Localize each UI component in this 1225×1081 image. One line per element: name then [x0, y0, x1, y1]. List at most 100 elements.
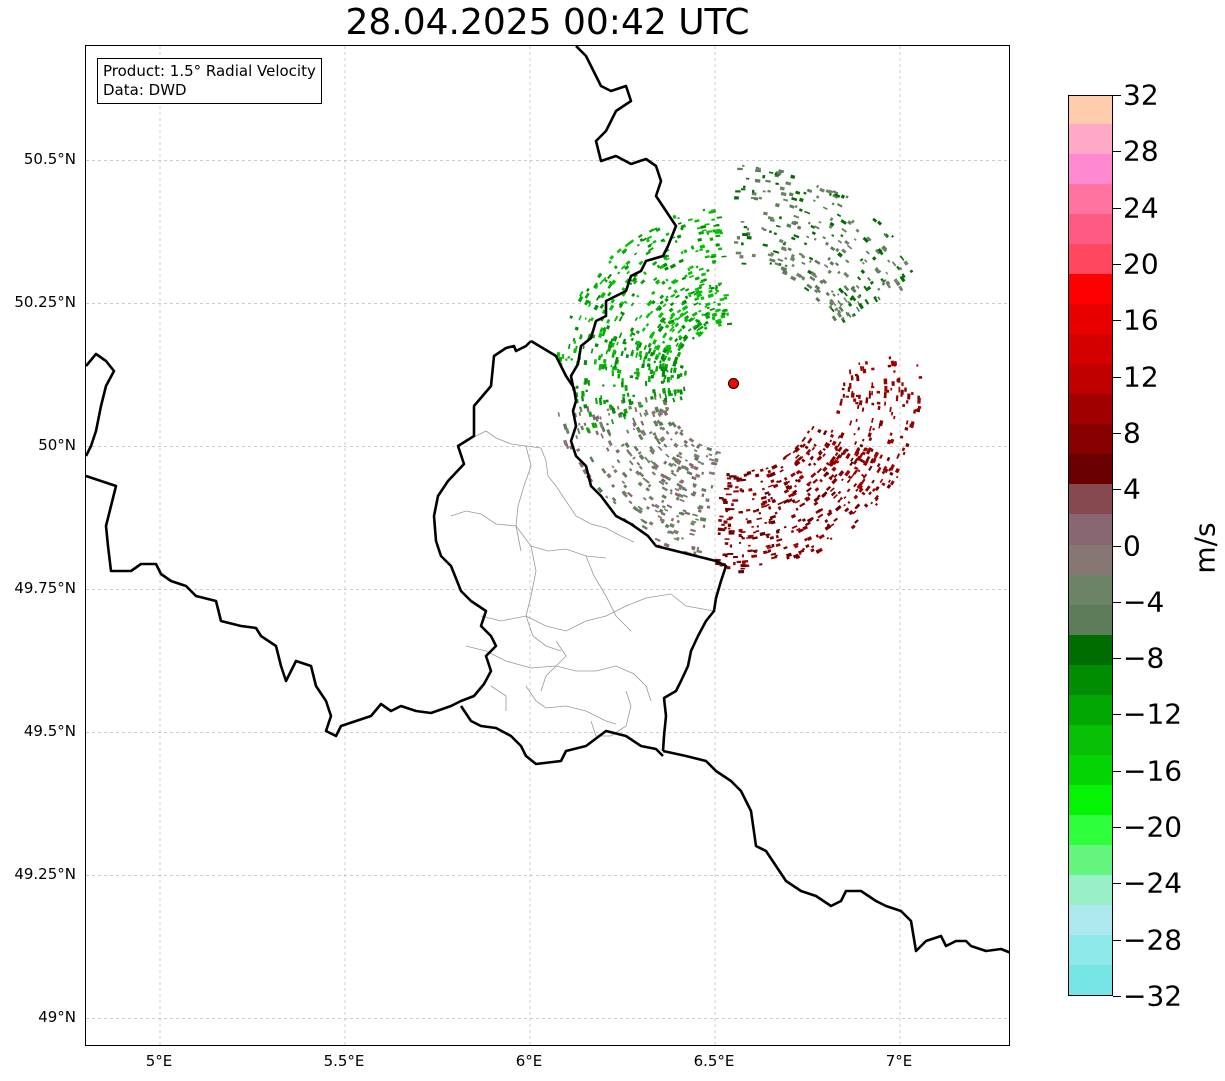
- colorbar-tick: [1113, 658, 1121, 660]
- velocity-echo: [804, 537, 808, 542]
- velocity-echo: [905, 420, 909, 425]
- velocity-echo: [668, 307, 674, 313]
- velocity-echo: [809, 275, 816, 282]
- velocity-echo: [721, 312, 726, 316]
- velocity-echo: [644, 478, 650, 484]
- velocity-echo: [790, 275, 797, 282]
- velocity-echo: [660, 380, 664, 384]
- velocity-echo: [635, 343, 640, 350]
- velocity-echo: [746, 235, 752, 240]
- velocity-echo: [821, 278, 828, 285]
- velocity-echo: [804, 496, 809, 501]
- velocity-echo: [737, 167, 743, 171]
- velocity-echo: [660, 238, 666, 243]
- velocity-echo: [842, 393, 845, 398]
- velocity-echo: [719, 515, 724, 518]
- velocity-echo: [791, 197, 798, 202]
- velocity-echo: [829, 487, 835, 493]
- velocity-echo: [691, 475, 697, 481]
- velocity-echo: [835, 247, 840, 253]
- velocity-echo: [875, 486, 880, 491]
- colorbar-segment: [1069, 724, 1112, 755]
- velocity-echo: [637, 505, 643, 511]
- velocity-echo: [807, 437, 813, 444]
- velocity-echo: [677, 341, 683, 348]
- velocity-echo: [770, 552, 777, 556]
- map-area[interactable]: [85, 45, 1010, 1046]
- velocity-echo: [616, 248, 622, 254]
- velocity-echo: [811, 446, 816, 451]
- velocity-echo: [714, 292, 718, 295]
- velocity-echo: [629, 467, 633, 472]
- velocity-echo: [818, 534, 825, 540]
- velocity-echo: [746, 470, 752, 475]
- velocity-echo: [826, 510, 833, 517]
- velocity-echo: [837, 300, 842, 305]
- velocity-echo: [653, 360, 657, 364]
- velocity-echo: [656, 323, 662, 329]
- velocity-echo: [822, 466, 828, 472]
- colorbar-tick: [1113, 263, 1121, 265]
- velocity-echo: [752, 549, 758, 553]
- velocity-echo: [728, 516, 734, 519]
- velocity-echo: [843, 297, 848, 303]
- velocity-echo: [824, 524, 832, 531]
- velocity-echo: [862, 473, 868, 479]
- velocity-echo: [844, 469, 851, 477]
- velocity-echo: [789, 204, 795, 209]
- lat-tick-label: 49.25°N: [14, 865, 76, 884]
- velocity-echo: [647, 342, 652, 348]
- velocity-echo: [877, 220, 883, 226]
- velocity-echo: [644, 396, 648, 403]
- velocity-echo: [806, 188, 813, 194]
- velocity-echo: [831, 234, 835, 237]
- velocity-echo: [684, 459, 688, 462]
- velocity-echo: [726, 477, 732, 480]
- velocity-echo: [595, 295, 600, 301]
- velocity-echo: [805, 235, 810, 239]
- velocity-echo: [783, 476, 788, 481]
- velocity-echo: [565, 358, 568, 361]
- velocity-echo: [831, 466, 837, 472]
- velocity-echo: [617, 373, 621, 379]
- velocity-echo: [829, 433, 835, 439]
- velocity-echo: [827, 269, 832, 275]
- velocity-echo: [825, 291, 830, 297]
- velocity-echo: [857, 394, 861, 399]
- velocity-echo: [786, 556, 790, 560]
- velocity-echo: [780, 465, 784, 469]
- velocity-echo: [640, 279, 646, 285]
- velocity-echo: [724, 538, 730, 540]
- velocity-echo: [681, 305, 689, 311]
- velocity-echo: [676, 453, 683, 459]
- radar-site-marker[interactable]: [728, 377, 739, 389]
- velocity-echo: [680, 251, 684, 255]
- velocity-echo: [903, 260, 909, 266]
- velocity-echo: [778, 479, 782, 484]
- velocity-echo: [653, 420, 659, 427]
- map-title: 28.04.2025 00:42 UTC: [345, 2, 750, 43]
- velocity-echo: [780, 191, 787, 197]
- velocity-echo: [714, 230, 721, 235]
- velocity-echo: [853, 432, 856, 436]
- velocity-echo: [575, 385, 579, 389]
- colorbar-tick: [1113, 883, 1121, 885]
- velocity-echo: [837, 270, 841, 275]
- velocity-echo: [840, 234, 844, 238]
- velocity-echo: [682, 494, 688, 498]
- colorbar-tick-label: 20: [1123, 247, 1159, 281]
- velocity-echo: [833, 517, 839, 523]
- velocity-echo: [775, 182, 780, 186]
- velocity-echo: [614, 361, 617, 368]
- velocity-echo: [854, 440, 858, 446]
- velocity-echo: [641, 519, 648, 525]
- velocity-echo: [658, 409, 664, 416]
- velocity-echo: [790, 529, 795, 534]
- velocity-echo: [794, 460, 800, 466]
- velocity-echo: [899, 435, 904, 439]
- velocity-echo: [899, 255, 905, 261]
- velocity-echo: [774, 262, 781, 267]
- velocity-echo: [651, 331, 656, 335]
- velocity-echo: [846, 244, 853, 250]
- velocity-echo: [857, 426, 861, 431]
